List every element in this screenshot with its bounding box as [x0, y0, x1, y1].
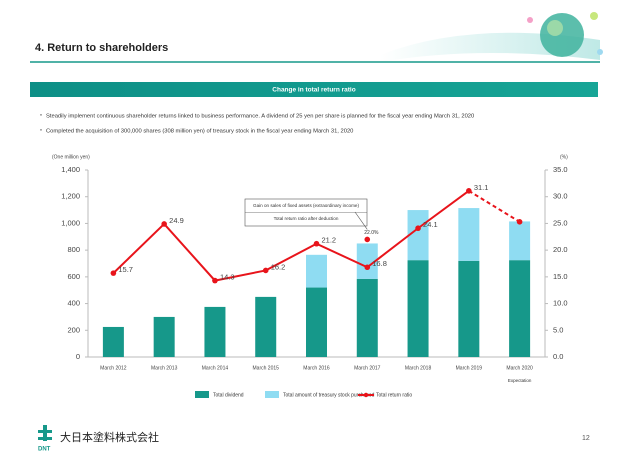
x-tick-label: March 2020	[506, 365, 533, 371]
legend-swatch	[265, 391, 279, 398]
y2-tick-label: 25.0	[553, 218, 568, 227]
company-name: 大日本塗料株式会社	[60, 430, 159, 444]
slide-title: 4. Return to shareholders	[35, 42, 168, 54]
bullet: Steadily implement continuous shareholde…	[46, 114, 474, 120]
y-tick-label: 0	[76, 352, 80, 361]
line-point	[364, 264, 371, 271]
bar	[509, 260, 531, 357]
y-tick-label: 1,000	[61, 218, 80, 227]
decoration	[527, 17, 533, 23]
x-tick-label: March 2016	[303, 365, 330, 371]
x-tick-label: March 2012	[100, 365, 127, 371]
line-point	[516, 219, 523, 225]
bar	[458, 260, 480, 357]
y2-tick-label: 35.0	[553, 165, 568, 174]
annotation-text: Total return ratio after deduction	[274, 216, 339, 221]
bar	[204, 306, 226, 357]
annotation-arrow	[354, 211, 368, 230]
data-label: 15.7	[118, 265, 133, 274]
data-label: 16.8	[372, 259, 387, 268]
forecast-note: Expectation	[508, 378, 532, 383]
x-tick-label: March 2017	[354, 365, 381, 371]
logo	[38, 425, 52, 441]
y-tick-label: 600	[67, 272, 80, 281]
y-tick-label: 200	[67, 325, 80, 334]
logo-text: DNT	[38, 447, 51, 453]
page-number: 12	[582, 435, 590, 442]
line-point	[110, 270, 117, 276]
y2-axis-label: (%)	[560, 154, 568, 160]
y-tick-label: 1,200	[61, 192, 80, 201]
x-tick-label: March 2019	[456, 365, 483, 371]
y2-tick-label: 5.0	[553, 325, 563, 334]
bar	[306, 254, 327, 288]
y2-tick-label: 15.0	[553, 272, 568, 281]
bar	[509, 221, 531, 261]
annotation-point	[364, 236, 371, 243]
section-header	[30, 82, 598, 97]
y2-tick-label: 0.0	[553, 352, 563, 361]
legend-label: Total dividend	[213, 392, 244, 398]
legend-swatch	[363, 392, 369, 398]
bullet-marker: ・	[38, 129, 44, 135]
data-label: 24.1	[423, 220, 438, 229]
line-point	[161, 221, 167, 227]
legend-label: Total return ratio	[376, 392, 412, 398]
bar	[153, 316, 175, 357]
section-title: Change in total return ratio	[272, 87, 355, 94]
bar	[458, 208, 480, 261]
x-tick-label: March 2018	[405, 365, 432, 371]
y-tick-label: 800	[67, 245, 80, 254]
bullet-marker: ・	[38, 114, 44, 120]
bar	[102, 326, 124, 357]
annotation-label: 22.0%	[364, 230, 379, 236]
data-label: 31.1	[474, 183, 489, 192]
y-tick-label: 1,400	[61, 165, 80, 174]
line-point	[212, 277, 218, 284]
bar	[407, 260, 429, 357]
decoration	[597, 49, 603, 55]
x-tick-label: March 2013	[151, 365, 178, 371]
data-label: 21.2	[322, 236, 337, 245]
data-label: 24.9	[169, 216, 184, 225]
legend-label: Total amount of treasury stock purchased	[283, 392, 375, 398]
y2-tick-label: 20.0	[553, 245, 568, 254]
bar	[255, 296, 277, 357]
line	[112, 190, 470, 282]
bar	[356, 243, 378, 279]
data-label: 14.3	[220, 273, 235, 282]
line-point	[262, 267, 269, 274]
annotation-text: Gain on sales of fixed assets (extraordi…	[253, 203, 359, 208]
y-axis-label: (One million yen)	[52, 154, 90, 160]
x-tick-label: March 2015	[253, 365, 280, 371]
decoration	[590, 12, 598, 20]
decoration	[547, 20, 563, 36]
y2-tick-label: 10.0	[553, 299, 568, 308]
y-tick-label: 400	[67, 299, 80, 308]
line-point	[415, 225, 421, 232]
bar	[306, 287, 327, 357]
line-point	[466, 188, 472, 194]
y2-tick-label: 30.0	[553, 192, 568, 201]
bar	[407, 210, 429, 261]
bar	[356, 278, 378, 357]
line-forecast	[468, 189, 521, 223]
x-tick-label: March 2014	[202, 365, 229, 371]
line-point	[313, 240, 320, 247]
data-label: 16.2	[271, 262, 286, 271]
decoration	[540, 13, 584, 57]
bullet: Completed the acquisition of 300,000 sha…	[46, 129, 353, 135]
legend-swatch	[195, 391, 209, 398]
